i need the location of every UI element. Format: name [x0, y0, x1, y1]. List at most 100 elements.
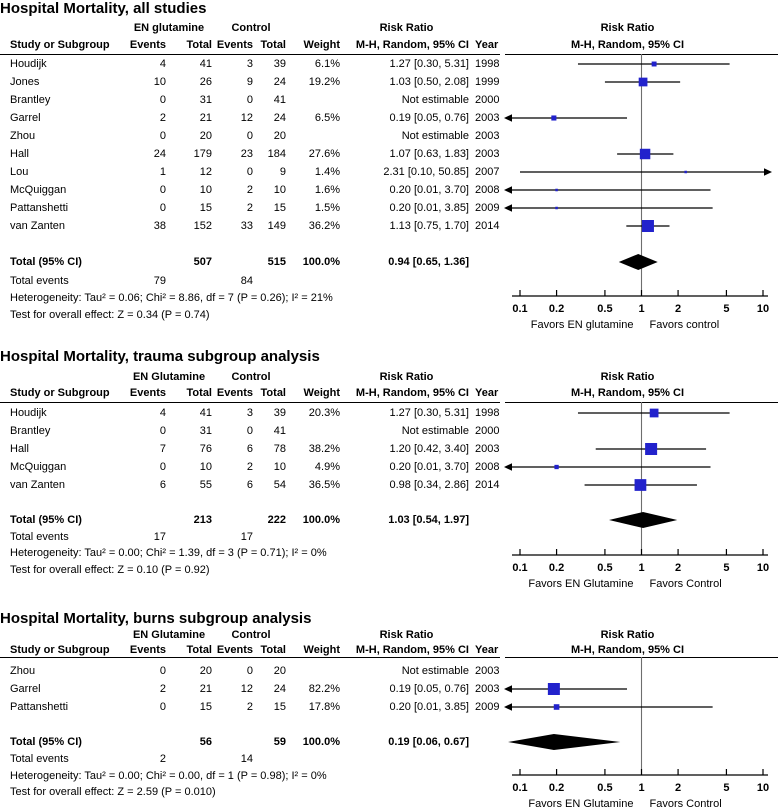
- forest-panel-3: Hospital Mortality, burns subgroup analy…: [0, 610, 778, 810]
- study-name-cell: Brantley: [10, 94, 51, 106]
- total-events-control: 17: [240, 531, 253, 543]
- treatment-events-cell: 2: [159, 683, 166, 695]
- effect-square: [645, 443, 658, 455]
- risk-ratio-ci-cell: 1.13 [0.75, 1.70]: [389, 220, 469, 232]
- treatment-events-cell: 24: [153, 148, 166, 160]
- favors-left-label: Favors EN Glutamine: [528, 578, 633, 590]
- total-weight: 100.0%: [302, 736, 340, 748]
- ci-left-arrow: [504, 703, 512, 711]
- total-label: Total (95% CI): [10, 514, 82, 526]
- total-treatment-n: 56: [199, 736, 212, 748]
- treatment-events-cell: 7: [159, 443, 166, 455]
- total-weight: 100.0%: [302, 514, 340, 526]
- effect-square: [555, 206, 558, 210]
- treatment-total-cell: 26: [199, 76, 212, 88]
- study-name-cell: Zhou: [10, 665, 36, 677]
- control-total-cell: 78: [273, 443, 286, 455]
- treatment-total-cell: 10: [199, 184, 212, 196]
- favors-left-label: Favors EN glutamine: [531, 319, 634, 331]
- effect-square: [649, 408, 659, 418]
- axis-tick-label: 2: [675, 782, 681, 794]
- risk-ratio-group-header: Risk Ratio: [379, 371, 434, 383]
- total-events-label: Total events: [10, 753, 69, 765]
- treatment-events-cell: 10: [153, 76, 166, 88]
- risk-ratio-ci-cell: 1.07 [0.63, 1.83]: [389, 148, 469, 160]
- total-weight: 100.0%: [302, 256, 340, 268]
- study-name-cell: Houdijk: [10, 407, 47, 419]
- ci-right-arrow: [764, 168, 772, 176]
- treatment-total-cell: 41: [199, 407, 212, 419]
- year-cell: 2003: [475, 683, 500, 695]
- axis-tick-label: 0.5: [597, 562, 612, 574]
- treatment-events-cell: 38: [153, 220, 166, 232]
- treatment-events-cell: 6: [159, 479, 166, 491]
- axis-tick-label: 1: [638, 782, 644, 794]
- weight-cell: 1.6%: [314, 184, 340, 196]
- treatment-events-cell: 0: [159, 130, 166, 142]
- axis-tick-label: 5: [723, 303, 729, 315]
- weight-cell: 82.2%: [308, 683, 340, 695]
- treatment-total-cell: 21: [199, 112, 212, 124]
- year-cell: 2003: [475, 112, 500, 124]
- year-cell: 1998: [475, 407, 500, 419]
- control-total-cell: 39: [273, 407, 286, 419]
- overall-effect-text: Test for overall effect: Z = 0.10 (P = 0…: [10, 564, 210, 576]
- control-events-cell: 0: [246, 130, 253, 142]
- year-cell: 2007: [475, 166, 500, 178]
- overall-effect-text: Test for overall effect: Z = 0.34 (P = 0…: [10, 309, 210, 321]
- treatment-total-cell: 152: [193, 220, 212, 232]
- axis-tick-label: 0.2: [549, 562, 564, 574]
- control-events-cell: 3: [246, 58, 253, 70]
- weight-cell: 1.5%: [314, 202, 340, 214]
- table-header-rule: [0, 54, 500, 55]
- control-events-cell: 12: [240, 683, 253, 695]
- treatment-total-cell: 31: [199, 94, 212, 106]
- treatment-total-cell: 55: [199, 479, 212, 491]
- treatment-total-cell: 20: [199, 665, 212, 677]
- year-cell: 2014: [475, 220, 500, 232]
- study-name-cell: Hall: [10, 148, 29, 160]
- risk-ratio-ci-cell: Not estimable: [401, 130, 469, 142]
- treatment-total-cell: 179: [193, 148, 212, 160]
- risk-ratio-ci-cell: 0.20 [0.01, 3.70]: [389, 184, 469, 196]
- control-group-header: Control: [231, 22, 271, 34]
- weight-cell: 19.2%: [308, 76, 340, 88]
- total-treatment-n: 507: [193, 256, 212, 268]
- year-cell: 2009: [475, 202, 500, 214]
- heterogeneity-text: Heterogeneity: Tau² = 0.00; Chi² = 1.39,…: [10, 547, 327, 559]
- panel-title: Hospital Mortality, burns subgroup analy…: [0, 610, 312, 627]
- control-events-cell: 6: [246, 479, 253, 491]
- total-events-control: 14: [240, 753, 253, 765]
- control-events-cell: 0: [246, 425, 253, 437]
- favors-right-label: Favors control: [650, 319, 720, 331]
- risk-ratio-ci-cell: 0.20 [0.01, 3.85]: [389, 701, 469, 713]
- study-column-header: Study or Subgroup: [10, 39, 110, 51]
- favors-right-label: Favors Control: [650, 798, 722, 810]
- summary-diamond: [608, 512, 678, 528]
- treatment-events-cell: 0: [159, 94, 166, 106]
- axis-tick-label: 0.1: [512, 562, 527, 574]
- total-risk-ratio-ci: 0.19 [0.06, 0.67]: [388, 736, 469, 748]
- total-control-n: 59: [273, 736, 286, 748]
- table-header-rule: [0, 657, 500, 658]
- risk-ratio-ci-cell: 1.03 [0.50, 2.08]: [389, 76, 469, 88]
- risk-ratio-ci-cell: 1.20 [0.42, 3.40]: [389, 443, 469, 455]
- treatment-events-cell: 1: [159, 166, 166, 178]
- effect-square: [555, 188, 558, 192]
- axis-tick-label: 0.1: [512, 303, 527, 315]
- risk-ratio-group-header: Risk Ratio: [379, 22, 434, 34]
- control-total-cell: 10: [273, 461, 286, 473]
- heterogeneity-text: Heterogeneity: Tau² = 0.00; Chi² = 0.00,…: [10, 770, 327, 782]
- axis-tick-label: 10: [757, 562, 769, 574]
- control-total-cell: 10: [273, 184, 286, 196]
- risk-ratio-ci-cell: Not estimable: [401, 665, 469, 677]
- treatment-events-cell: 0: [159, 701, 166, 713]
- control-total-cell: 184: [267, 148, 286, 160]
- year-cell: 1998: [475, 58, 500, 70]
- control-events-cell: 3: [246, 407, 253, 419]
- control-total-cell: 9: [279, 166, 286, 178]
- effect-square: [553, 704, 560, 710]
- total-label: Total (95% CI): [10, 736, 82, 748]
- plot-header-line1: Risk Ratio: [600, 371, 655, 383]
- risk-ratio-ci-cell: 0.20 [0.01, 3.85]: [389, 202, 469, 214]
